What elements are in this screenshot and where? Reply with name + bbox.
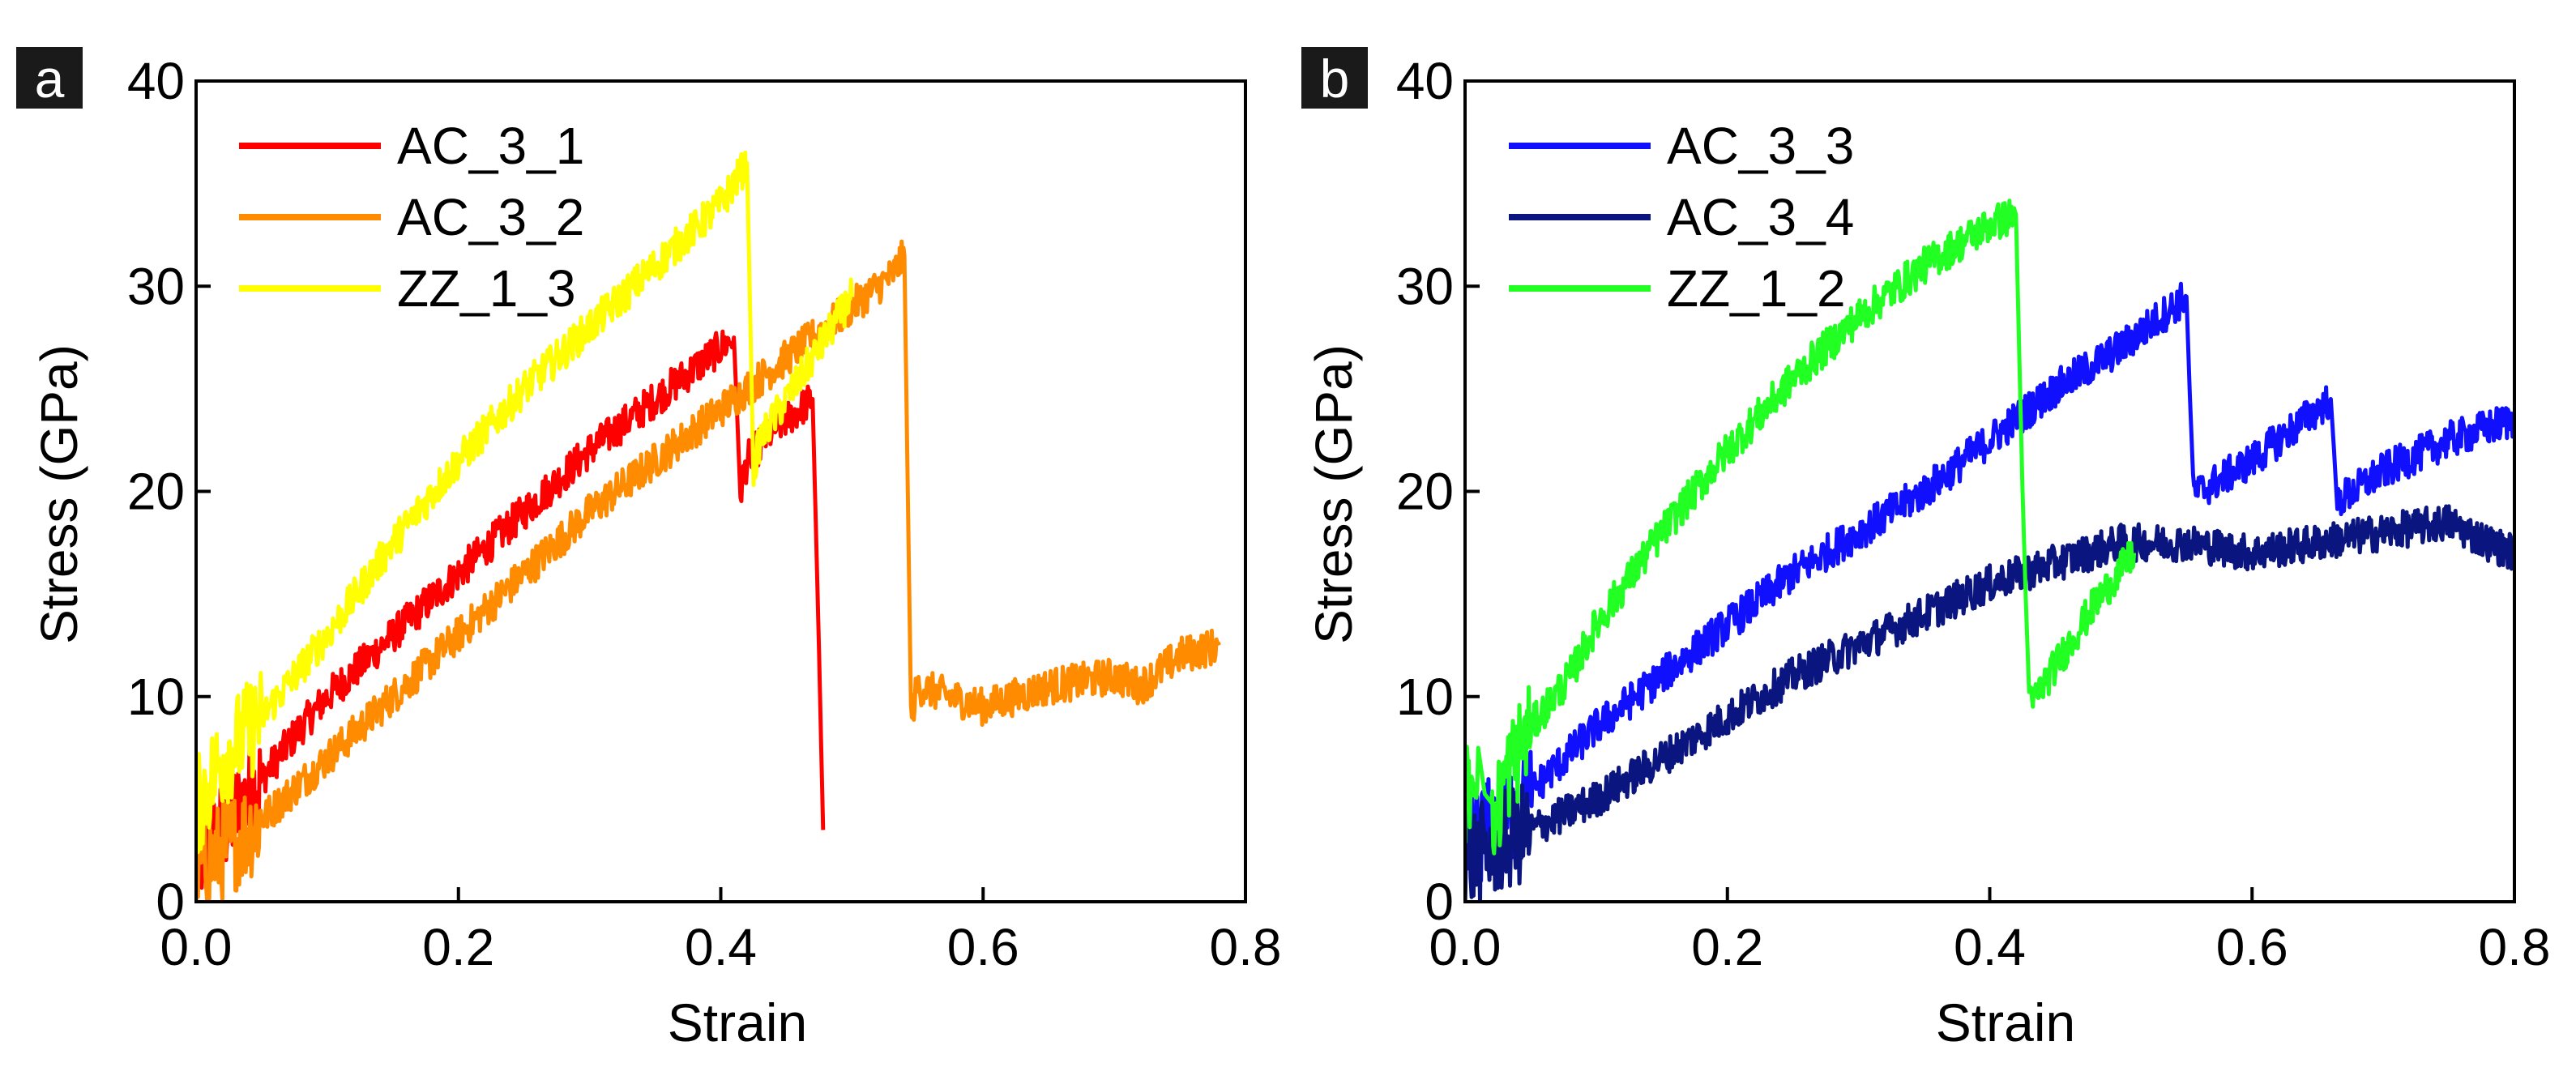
x-tick-label: 0.0 (160, 918, 233, 976)
panel-a-ticks-layer: 0.0 0.2 0.4 0.6 0.8 0 10 20 30 40 (127, 52, 1282, 976)
panel-a-x-axis-label: Strain (668, 992, 807, 1052)
y-tick-label: 10 (127, 668, 185, 726)
panel-b: b Strain Stress (GPa) 0.0 0.2 0.4 0.6 0.8 0 10… (1301, 47, 2550, 1052)
panel-b-x-axis-label: Strain (1936, 992, 2075, 1052)
panel-a-y-axis-label: Stress (GPa) (30, 344, 88, 644)
x-tick-label: 0.8 (2479, 918, 2551, 976)
x-tick-label: 0.6 (947, 918, 1019, 976)
legend-label-ac-3-4: AC_3_4 (1667, 188, 1854, 246)
panel-a-legend: AC_3_1 AC_3_2 ZZ_1_3 (239, 117, 584, 318)
y-tick-label: 20 (1396, 463, 1454, 521)
x-tick-label: 0.6 (2216, 918, 2288, 976)
series-line-ac-3-2 (196, 239, 1221, 902)
y-tick-label: 40 (1396, 52, 1454, 110)
y-tick-label: 0 (1425, 873, 1454, 931)
panel-b-label-box (1301, 47, 1368, 109)
y-tick-label: 20 (127, 463, 185, 521)
x-tick-label: 0.2 (1691, 918, 1763, 976)
legend-label-ac-3-1: AC_3_1 (397, 117, 584, 175)
y-tick-label: 30 (127, 257, 185, 315)
series-line-ac-3-1 (196, 329, 826, 890)
panel-b-y-axis-label: Stress (GPa) (1305, 344, 1363, 644)
panel-b-label: b (1320, 49, 1350, 109)
panel-b-series-layer (1465, 198, 2514, 902)
panel-a-series-layer (196, 150, 1221, 902)
panel-a-label-box (16, 47, 83, 109)
y-tick-label: 0 (156, 873, 185, 931)
y-tick-label: 40 (127, 52, 185, 110)
panel-a-label: a (35, 49, 65, 109)
series-line-zz-1-2 (1465, 198, 2137, 856)
panel-a: a Strain Stress (GPa) 0.0 0.2 0.4 0.6 0.8 0 10… (16, 47, 1281, 1052)
x-tick-label: 0.2 (422, 918, 494, 976)
legend-label-zz-1-2: ZZ_1_2 (1667, 259, 1846, 318)
x-tick-label: 0.0 (1429, 918, 1502, 976)
y-tick-label: 30 (1396, 257, 1454, 315)
y-tick-label: 10 (1396, 668, 1454, 726)
legend-label-zz-1-3: ZZ_1_3 (397, 259, 576, 318)
x-tick-label: 0.8 (1210, 918, 1282, 976)
legend-label-ac-3-2: AC_3_2 (397, 188, 584, 246)
panel-a-plot-frame (194, 79, 1247, 903)
panel-b-legend: AC_3_3 AC_3_4 ZZ_1_2 (1509, 117, 1854, 318)
panel-b-plot-frame (1463, 79, 2516, 903)
x-tick-label: 0.4 (685, 918, 757, 976)
series-line-ac-3-4 (1465, 504, 2514, 902)
x-tick-label: 0.4 (1954, 918, 2026, 976)
legend-label-ac-3-3: AC_3_3 (1667, 117, 1854, 175)
series-line-zz-1-3 (196, 150, 854, 855)
series-line-ac-3-3 (1465, 281, 2514, 883)
